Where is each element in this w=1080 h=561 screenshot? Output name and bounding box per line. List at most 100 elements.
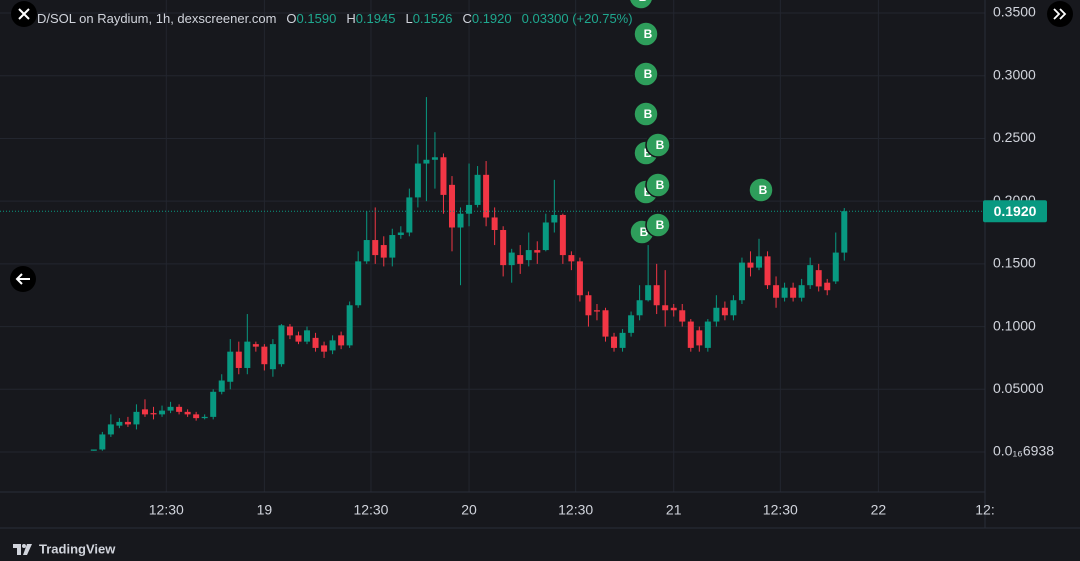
candle-body bbox=[559, 214, 566, 256]
buy-marker bbox=[645, 172, 671, 198]
candle-body bbox=[159, 410, 166, 415]
legend-change: 0.03300 (+20.75%) bbox=[521, 11, 633, 26]
candle-body bbox=[167, 406, 174, 411]
candle-body bbox=[491, 217, 498, 231]
expand-button[interactable] bbox=[1047, 1, 1073, 27]
candle-body bbox=[389, 235, 396, 258]
candle-body bbox=[517, 255, 524, 264]
legend-key: L bbox=[405, 11, 413, 26]
candle-body bbox=[116, 421, 123, 426]
buy-marker-label: B bbox=[644, 67, 653, 81]
candle-body bbox=[414, 163, 421, 198]
candle-body bbox=[619, 332, 626, 348]
candle-body bbox=[406, 197, 413, 233]
x-tick-label: 12:30 bbox=[763, 502, 798, 518]
candle-body bbox=[235, 351, 242, 368]
y-tick-label: 0.1500 bbox=[993, 255, 1036, 271]
candle-body bbox=[355, 261, 362, 306]
legend-key: H bbox=[346, 11, 356, 26]
candle-body bbox=[227, 351, 234, 382]
y-tick-label: 0.2500 bbox=[993, 129, 1036, 145]
candle-body bbox=[679, 310, 686, 322]
candle-body bbox=[653, 285, 660, 306]
y-tick-label: 0.05000 bbox=[993, 380, 1044, 396]
candle-body bbox=[295, 335, 302, 342]
close-button[interactable] bbox=[11, 1, 37, 27]
buy-marker-label: B bbox=[644, 27, 653, 41]
candle-body bbox=[790, 287, 797, 298]
candle-body bbox=[372, 240, 379, 256]
last-price-box bbox=[983, 200, 1047, 223]
candle-body bbox=[542, 222, 549, 251]
candle-body bbox=[201, 416, 208, 419]
candle-body bbox=[500, 230, 507, 266]
candle-body bbox=[585, 295, 592, 316]
buy-marker bbox=[633, 21, 659, 47]
candle-body bbox=[832, 252, 839, 282]
buy-marker bbox=[633, 61, 659, 87]
x-tick-label: 19 bbox=[257, 502, 273, 518]
legend-value: 0.1945 bbox=[355, 11, 396, 26]
candle-body bbox=[730, 300, 737, 316]
buy-marker-label: B bbox=[656, 138, 665, 152]
candle-body bbox=[645, 285, 652, 301]
y-tick-label: 0.1000 bbox=[993, 317, 1036, 333]
buy-marker-label: B bbox=[640, 225, 649, 239]
buy-marker-label: B bbox=[656, 178, 665, 192]
candle-body bbox=[670, 307, 677, 311]
buy-marker bbox=[748, 177, 774, 203]
candle-body bbox=[704, 321, 711, 348]
candle-body bbox=[738, 262, 745, 301]
buy-marker bbox=[645, 212, 671, 238]
buy-marker bbox=[628, 0, 654, 10]
candle-body bbox=[90, 449, 97, 451]
candle-body bbox=[278, 325, 285, 365]
buy-marker bbox=[633, 101, 659, 127]
candle-body bbox=[380, 245, 387, 258]
candle-body bbox=[218, 380, 225, 392]
candle-body bbox=[261, 346, 268, 365]
legend-value: 0.1920 bbox=[471, 11, 512, 26]
candle-body bbox=[602, 310, 609, 337]
legend-symbol: D/SOL on Raydium, 1h, dexscreener.com bbox=[37, 11, 277, 26]
candle-body bbox=[721, 307, 728, 316]
x-tick-label: 12:30 bbox=[149, 502, 184, 518]
candle-body bbox=[636, 300, 643, 316]
candle-body bbox=[807, 265, 814, 286]
candle-body bbox=[824, 282, 831, 291]
candle-body bbox=[193, 414, 200, 419]
candle-body bbox=[397, 232, 404, 236]
candle-body bbox=[781, 287, 788, 298]
candles bbox=[90, 97, 848, 451]
candle-body bbox=[176, 406, 183, 412]
candle-body bbox=[363, 240, 370, 262]
candle-body bbox=[525, 250, 532, 261]
candle-body bbox=[431, 157, 438, 160]
candle-body bbox=[815, 270, 822, 287]
candle-body bbox=[662, 305, 669, 311]
candle-body bbox=[628, 315, 635, 333]
candle-body bbox=[611, 336, 618, 348]
last-price-label: 0.1920 bbox=[994, 203, 1037, 219]
candle-body bbox=[841, 211, 848, 253]
candle-body bbox=[508, 252, 515, 266]
candle-body bbox=[756, 256, 763, 268]
candle-body bbox=[141, 409, 148, 415]
candle-body bbox=[466, 204, 473, 214]
candle-body bbox=[423, 159, 430, 164]
candle-body bbox=[696, 330, 703, 346]
x-tick-label: 12:30 bbox=[353, 502, 388, 518]
back-button[interactable] bbox=[10, 266, 36, 292]
candle-body bbox=[798, 285, 805, 298]
candle-body bbox=[286, 326, 293, 336]
legend-value: 0.1590 bbox=[296, 11, 337, 26]
candle-body bbox=[764, 256, 771, 286]
candle-body bbox=[440, 157, 447, 195]
candle-body bbox=[474, 174, 481, 205]
candle-body bbox=[244, 341, 251, 368]
candle-body bbox=[338, 335, 345, 346]
x-tick-label: 21 bbox=[666, 502, 682, 518]
x-tick-label: 12:30 bbox=[558, 502, 593, 518]
legend-key: O bbox=[286, 11, 297, 26]
